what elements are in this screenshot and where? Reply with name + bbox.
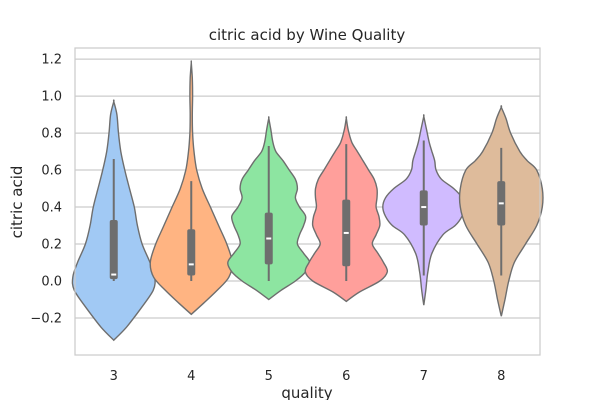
- x-axis-label: quality: [281, 384, 332, 400]
- x-tick-label: 7: [420, 369, 428, 384]
- x-tick-labels: 3 4 5 6 7 8: [110, 369, 506, 384]
- y-tick-label: 0.8: [41, 127, 62, 142]
- violin-iqr-box-3: [109, 219, 118, 280]
- violin-iqr-box-4: [187, 229, 196, 276]
- x-tick-label: 5: [265, 369, 273, 384]
- y-tick-label: 0.2: [41, 238, 62, 253]
- x-tick-label: 3: [110, 369, 118, 384]
- y-tick-label: 0.0: [41, 275, 62, 290]
- plot-frame: [74, 47, 541, 356]
- y-tick-label: 1.0: [41, 90, 62, 105]
- y-tick-labels: −0.2 0.0 0.2 0.4 0.6 0.8 1.0 1.2: [30, 53, 62, 327]
- y-axis-label: citric acid: [8, 166, 26, 239]
- violins: [71, 60, 544, 342]
- y-tick-label: −0.2: [30, 312, 62, 327]
- y-tick-label: 1.2: [41, 53, 62, 68]
- chart-title: citric acid by Wine Quality: [209, 26, 406, 44]
- y-tick-label: 0.4: [41, 201, 62, 216]
- x-tick-label: 8: [497, 369, 505, 384]
- x-tick-label: 4: [187, 369, 195, 384]
- x-tick-label: 6: [342, 369, 350, 384]
- y-tick-label: 0.6: [41, 164, 62, 179]
